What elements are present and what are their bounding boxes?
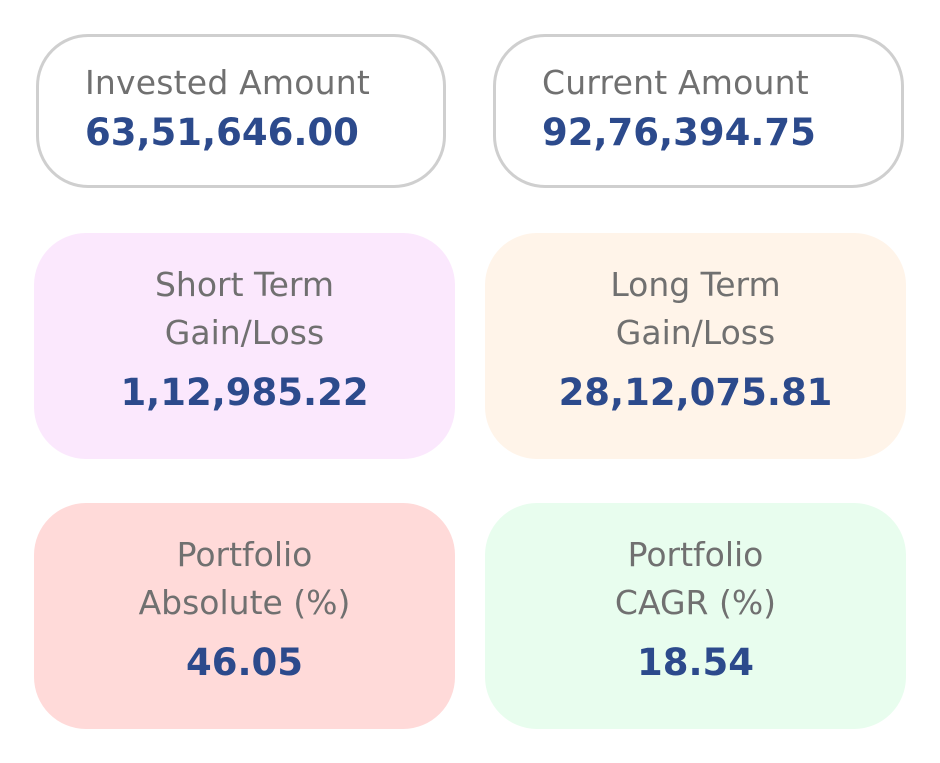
invested-amount-value: 63,51,646.00	[85, 111, 359, 154]
short-term-gain-loss-value: 1,12,985.22	[120, 371, 369, 414]
invested-amount-card: Invested Amount 63,51,646.00	[36, 34, 446, 188]
invested-amount-label: Invested Amount	[85, 63, 371, 102]
portfolio-absolute-value: 46.05	[185, 641, 304, 684]
long-term-gain-loss-value: 28,12,075.81	[558, 371, 833, 414]
portfolio-absolute-label: Portfolio Absolute (%)	[138, 535, 351, 622]
portfolio-absolute-card: Portfolio Absolute (%) 46.05	[34, 503, 455, 729]
short-term-gain-loss-card: Short Term Gain/Loss 1,12,985.22	[34, 233, 455, 459]
current-amount-card: Current Amount 92,76,394.75	[493, 34, 904, 188]
short-term-gain-loss-label: Short Term Gain/Loss	[154, 265, 335, 352]
current-amount-label: Current Amount	[542, 63, 809, 102]
long-term-gain-loss-card: Long Term Gain/Loss 28,12,075.81	[485, 233, 906, 459]
long-term-gain-loss-label: Long Term Gain/Loss	[610, 265, 781, 352]
portfolio-cagr-value: 18.54	[636, 641, 755, 684]
portfolio-cagr-label: Portfolio CAGR (%)	[614, 535, 777, 622]
portfolio-cagr-card: Portfolio CAGR (%) 18.54	[485, 503, 906, 729]
current-amount-value: 92,76,394.75	[542, 111, 816, 154]
